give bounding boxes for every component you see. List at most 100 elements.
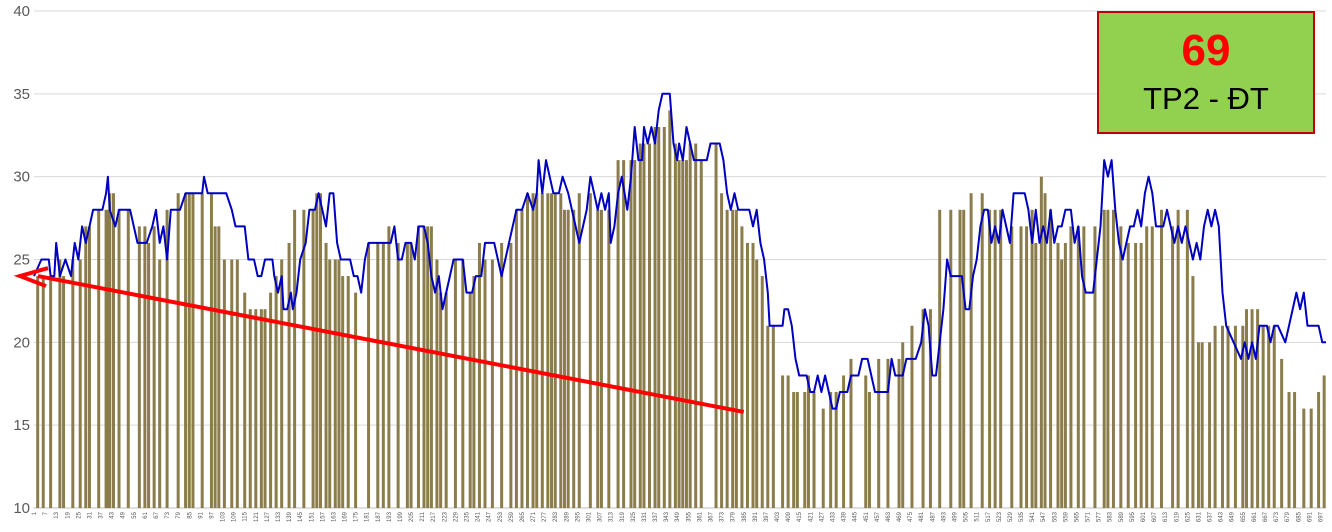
x-tick-label: 517 (986, 511, 992, 522)
bar (607, 209, 611, 509)
bar (988, 209, 992, 509)
bar (1111, 209, 1115, 509)
x-tick-label: 637 (1208, 511, 1214, 522)
bar (1322, 375, 1326, 508)
bar (821, 408, 825, 508)
bar (509, 242, 513, 508)
x-tick-label: 379 (731, 511, 737, 522)
bar (648, 143, 652, 509)
x-tick-label: 427 (819, 511, 825, 522)
bar (938, 209, 942, 509)
bar (337, 259, 341, 508)
bar (1317, 392, 1321, 508)
bar (622, 160, 626, 508)
x-tick-label: 415 (797, 511, 803, 522)
bar (734, 209, 738, 509)
badge-label: TP2 - ĐT (1143, 81, 1269, 116)
x-tick-label: 403 (775, 511, 781, 522)
x-tick-label: 13 (54, 511, 60, 518)
x-tick-label: 685 (1296, 511, 1302, 522)
bar (41, 276, 45, 508)
bar (1082, 226, 1086, 508)
bar (834, 392, 838, 508)
x-tick-label: 529 (1008, 511, 1014, 522)
bar (302, 209, 306, 509)
bar (1220, 325, 1224, 508)
y-tick-label: 40 (13, 3, 30, 20)
bar (812, 392, 816, 508)
bar (577, 193, 581, 508)
x-tick-label: 643 (1219, 511, 1225, 522)
bar (1030, 209, 1034, 509)
bar (137, 226, 141, 508)
bar (993, 209, 997, 509)
bar (596, 209, 600, 509)
bar (280, 259, 284, 508)
y-tick-label: 35 (13, 86, 30, 103)
x-tick-label: 397 (764, 511, 770, 522)
bar (1208, 342, 1212, 508)
x-tick-label: 535 (1019, 511, 1025, 522)
bar (243, 292, 247, 508)
x-tick-label: 667 (1263, 511, 1269, 522)
x-tick-label: 541 (1030, 511, 1036, 522)
bar (999, 209, 1003, 509)
bar (550, 193, 554, 508)
bar (422, 226, 426, 508)
bar (263, 309, 267, 508)
bar (657, 126, 661, 508)
x-tick-label: 127 (265, 511, 271, 522)
x-tick-label: 607 (1152, 511, 1158, 522)
bar (886, 358, 890, 508)
y-tick-label: 25 (13, 252, 30, 269)
x-tick-label: 679 (1285, 511, 1291, 522)
bar (526, 193, 530, 508)
bar (962, 209, 966, 509)
bar (235, 259, 239, 508)
bar (535, 193, 539, 508)
x-tick-label: 565 (1074, 511, 1080, 522)
bar (1025, 226, 1029, 508)
bar (1039, 176, 1043, 508)
x-tick-label: 157 (320, 511, 326, 522)
y-axis: 10 15 20 25 30 35 40 (13, 3, 30, 517)
bar (546, 193, 550, 508)
bar (84, 226, 88, 508)
x-tick-label: 235 (465, 511, 471, 522)
bar (222, 259, 226, 508)
bar (638, 143, 642, 509)
bar (910, 325, 914, 508)
x-tick-label: 601 (1141, 511, 1147, 522)
x-tick-label: 385 (742, 511, 748, 522)
bar (1063, 242, 1067, 508)
bar (426, 226, 430, 508)
bar (106, 209, 110, 509)
bar (230, 259, 234, 508)
bar (287, 242, 291, 508)
bar (444, 292, 448, 508)
bar (740, 226, 744, 508)
x-tick-label: 103 (221, 511, 227, 522)
bar (1256, 309, 1260, 508)
x-tick-label: 85 (187, 511, 193, 518)
bar (771, 325, 775, 508)
x-tick-label: 523 (997, 511, 1003, 522)
bar (396, 242, 400, 508)
bar (328, 259, 332, 508)
bar (531, 193, 535, 508)
bar (213, 226, 217, 508)
x-tick-label: 571 (1086, 511, 1092, 522)
bar (435, 259, 439, 508)
bar (49, 276, 53, 508)
bar (274, 276, 278, 508)
bar (786, 375, 790, 508)
x-tick-label: 355 (686, 511, 692, 522)
y-tick-label: 30 (13, 169, 30, 186)
bar (520, 209, 524, 509)
bar (333, 259, 337, 508)
bar (958, 209, 962, 509)
x-tick-label: 109 (232, 511, 238, 522)
bar (439, 292, 443, 508)
bar-series (36, 110, 1326, 509)
bar (117, 209, 121, 509)
